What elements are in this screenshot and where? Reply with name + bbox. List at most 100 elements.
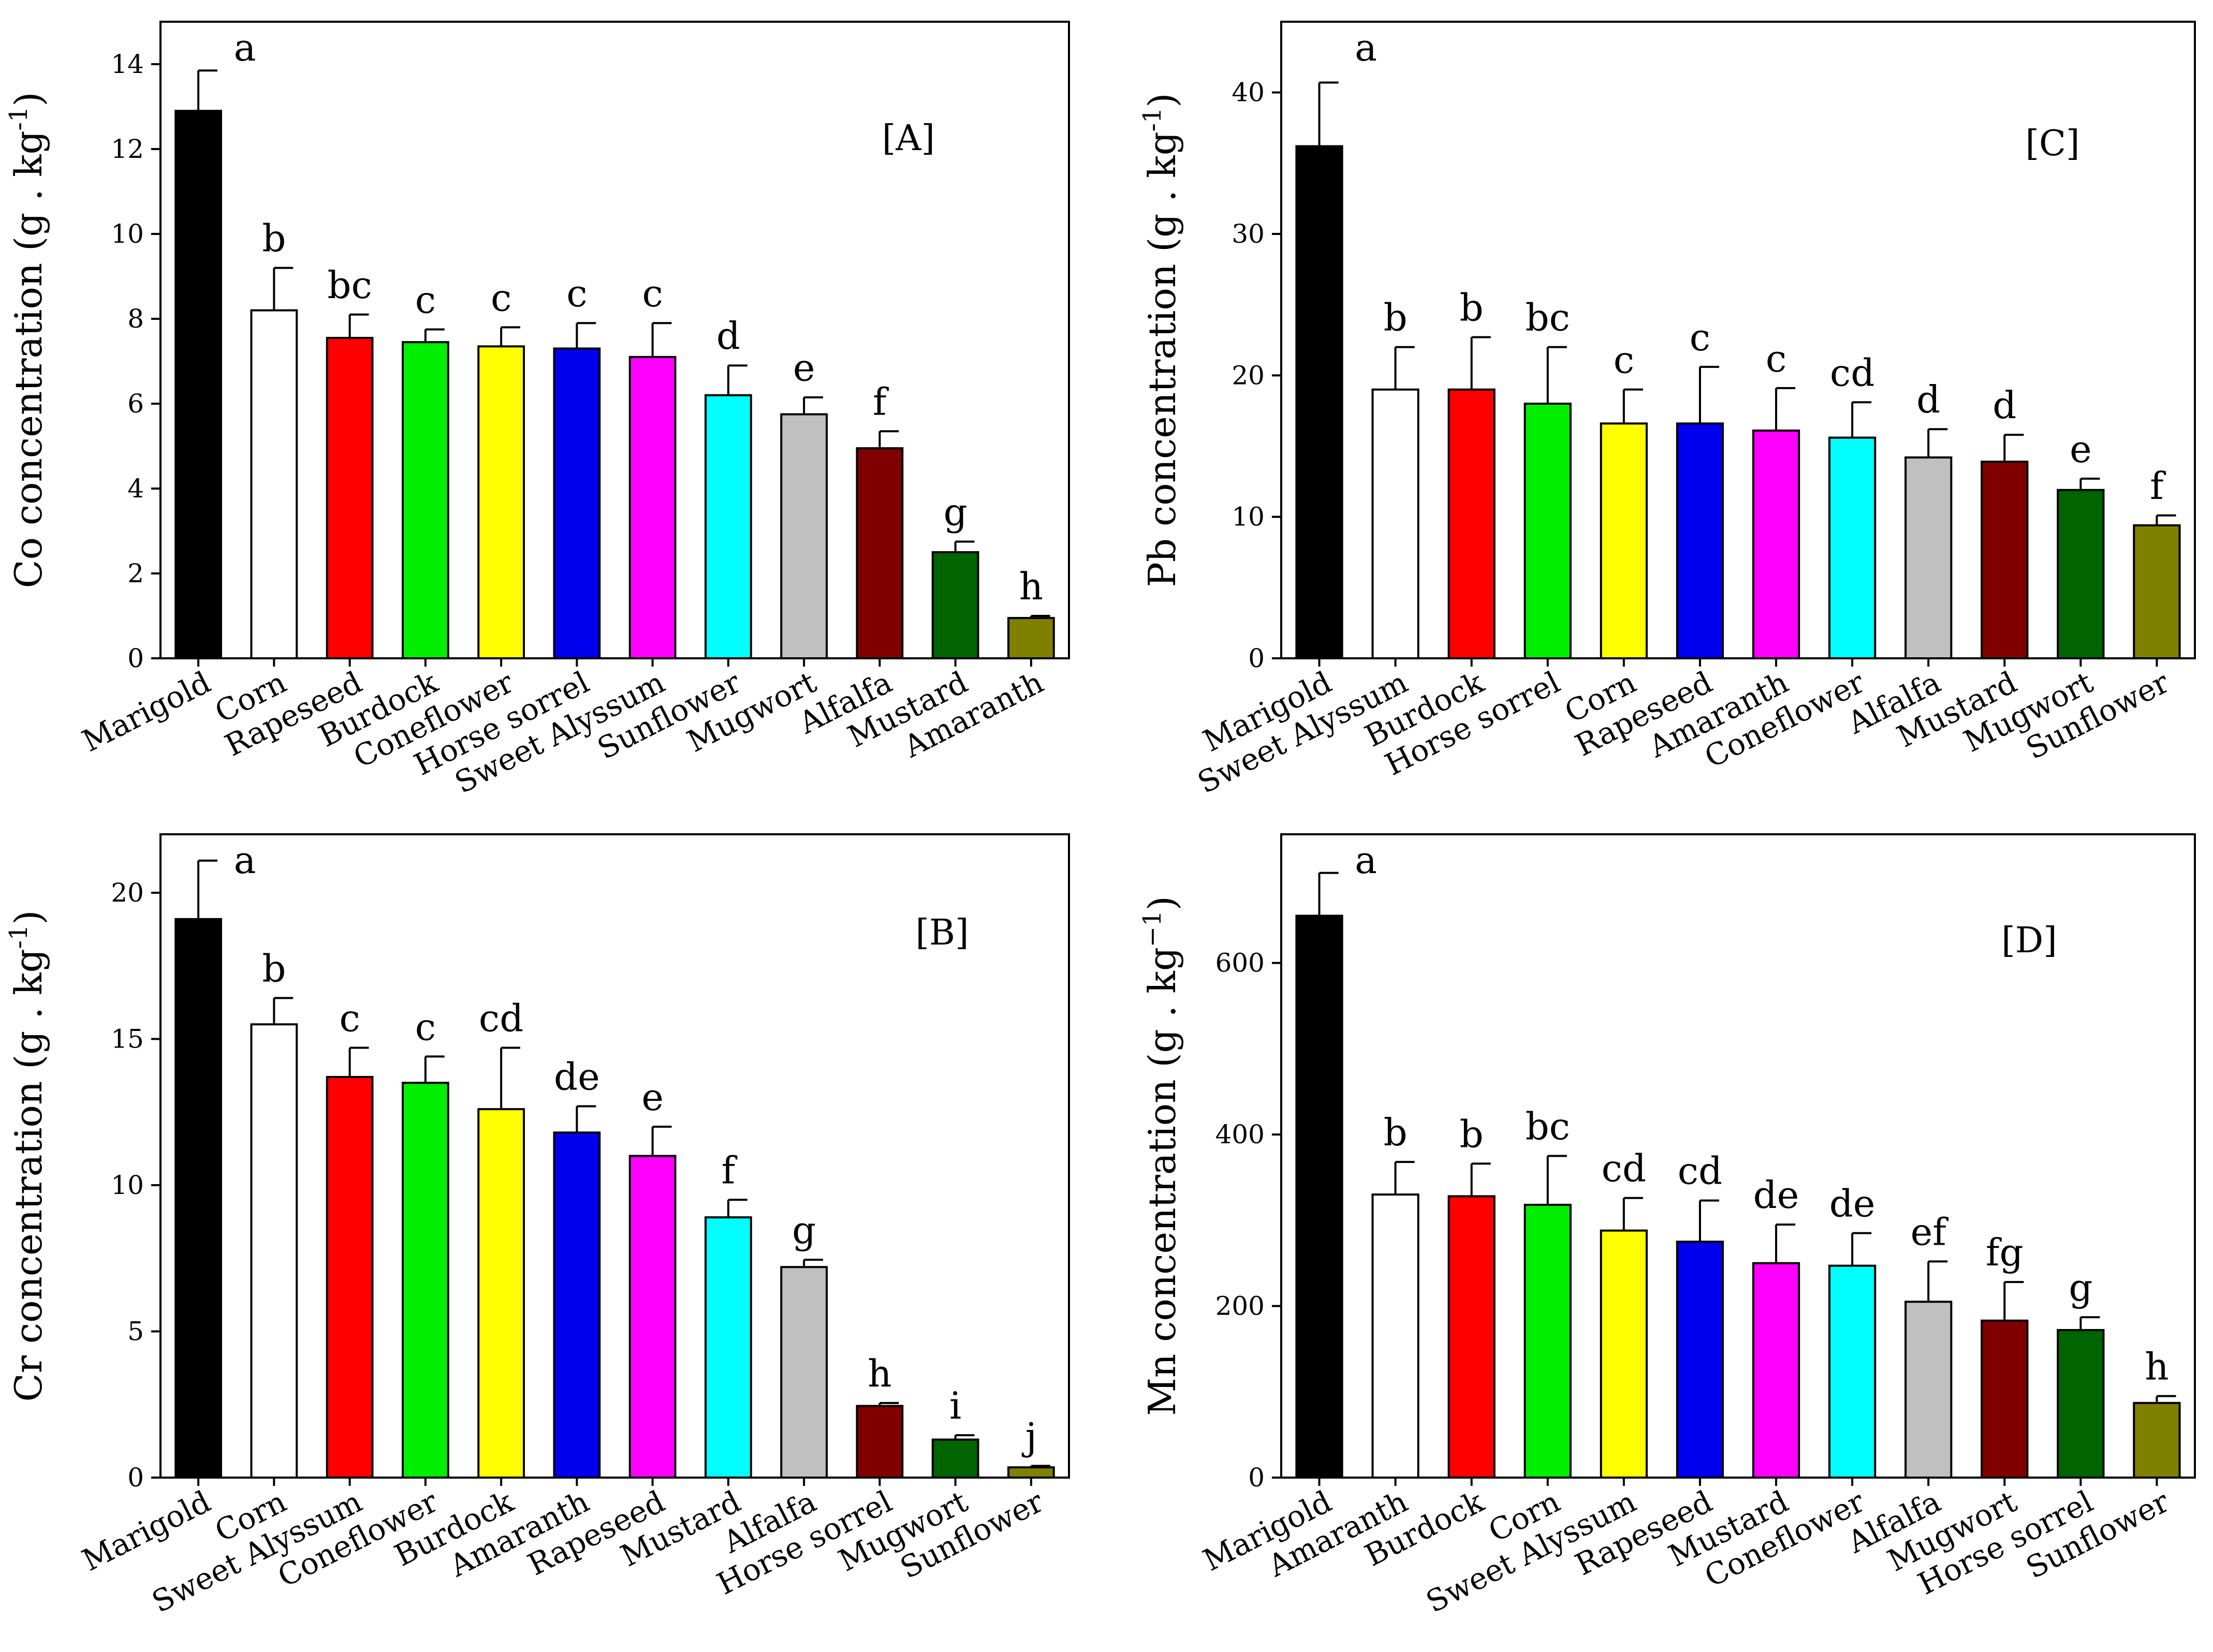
- significance-letter-B-11: i: [949, 1384, 961, 1427]
- significance-letter-B-2: b: [262, 947, 286, 990]
- bar-C-12: [2133, 524, 2181, 659]
- y-axis-label-B: Cr concentration (g . kg-1): [4, 910, 50, 1402]
- y-tick-label-D: 600: [1215, 948, 1265, 978]
- panel-label-B: [B]: [915, 912, 969, 953]
- y-tick-label-C: 0: [1248, 643, 1265, 673]
- y-axis-label-D: Mn concentration (g . kg−1): [1138, 896, 1184, 1416]
- significance-letter-D-8: de: [1829, 1182, 1875, 1226]
- significance-letter-B-9: g: [792, 1208, 816, 1252]
- plot-frame-D: [1280, 833, 2196, 1479]
- bar-D-9: [1904, 1301, 1953, 1479]
- bar-C-2: [1371, 388, 1419, 659]
- bar-A-6: [553, 347, 601, 659]
- significance-letter-B-8: f: [722, 1148, 738, 1192]
- bar-D-2: [1371, 1193, 1419, 1479]
- significance-letter-C-5: c: [1614, 338, 1634, 382]
- significance-letter-D-12: h: [2145, 1345, 2168, 1389]
- bar-B-6: [553, 1131, 601, 1479]
- chart-panel-C: 0 10 20 30 40 Pb concentration (g . kg-1) [C] a…: [1138, 21, 2196, 800]
- bar-B-12: [1007, 1466, 1055, 1479]
- bar-A-9: [780, 413, 828, 659]
- bar-B-11: [931, 1438, 979, 1479]
- significance-letter-D-7: de: [1753, 1173, 1799, 1217]
- bar-C-5: [1600, 422, 1648, 659]
- bar-D-6: [1676, 1241, 1724, 1479]
- bar-B-5: [477, 1108, 525, 1479]
- y-tick-label-B: 20: [111, 878, 144, 908]
- bar-A-4: [402, 341, 449, 659]
- significance-letter-D-4: bc: [1526, 1105, 1570, 1148]
- significance-letter-A-6: c: [566, 272, 587, 315]
- significance-letter-A-8: d: [716, 314, 740, 358]
- significance-letter-D-1: a: [1355, 838, 1377, 882]
- bar-C-4: [1523, 403, 1572, 659]
- y-axis-label-C: Pb concentration (g . kg-1): [1138, 93, 1184, 587]
- y-tick-label-C: 30: [1232, 219, 1265, 249]
- significance-letter-D-3: b: [1460, 1112, 1484, 1156]
- bar-C-11: [2057, 489, 2105, 659]
- significance-letter-C-3: b: [1460, 286, 1484, 330]
- panel-label-C: [C]: [2025, 123, 2079, 164]
- y-tick-label-C: 40: [1232, 78, 1265, 108]
- bar-C-1: [1295, 145, 1343, 659]
- bar-C-7: [1752, 429, 1800, 660]
- bar-C-3: [1447, 388, 1496, 659]
- significance-letter-D-9: ef: [1911, 1210, 1949, 1253]
- significance-letter-B-7: e: [641, 1075, 664, 1119]
- significance-letter-A-3: bc: [327, 263, 372, 307]
- bar-D-1: [1295, 915, 1343, 1479]
- y-tick-label-B: 10: [111, 1170, 144, 1200]
- chart-panel-A: 0 2 4 6 8 10 12 14 Co concentration (g . kg-1) [A…: [4, 21, 1070, 800]
- significance-letter-C-9: d: [1916, 378, 1940, 421]
- bar-C-10: [1981, 461, 2029, 659]
- significance-letter-D-6: cd: [1678, 1149, 1722, 1193]
- significance-letter-B-6: de: [554, 1055, 600, 1098]
- y-tick-label-D: 200: [1215, 1291, 1265, 1321]
- significance-letter-B-4: c: [415, 1005, 436, 1049]
- bar-A-1: [174, 110, 222, 660]
- significance-letter-C-7: c: [1766, 337, 1786, 380]
- significance-letter-C-6: c: [1690, 316, 1710, 359]
- significance-letter-B-12: j: [1022, 1414, 1037, 1458]
- y-tick-label-A: 8: [127, 304, 144, 334]
- y-tick-label-C: 20: [1232, 360, 1265, 390]
- significance-letter-C-2: b: [1384, 296, 1408, 340]
- significance-letter-A-5: c: [491, 276, 511, 319]
- bar-A-8: [705, 394, 752, 659]
- y-axis-label-A: Co concentration (g . kg-1): [4, 92, 50, 588]
- significance-letter-C-12: f: [2150, 464, 2166, 508]
- significance-letter-A-11: g: [944, 491, 968, 534]
- significance-letter-D-11: g: [2069, 1266, 2092, 1309]
- y-tick-label-B: 15: [111, 1024, 144, 1054]
- bar-A-10: [856, 447, 904, 659]
- significance-letter-D-5: cd: [1602, 1147, 1646, 1190]
- y-tick-label-A: 6: [127, 389, 144, 419]
- y-tick-label-B: 5: [127, 1317, 144, 1347]
- y-tick-label-B: 0: [127, 1463, 144, 1493]
- bar-B-10: [856, 1405, 904, 1479]
- bar-C-8: [1828, 436, 1877, 659]
- bar-B-4: [402, 1082, 449, 1479]
- bar-D-3: [1447, 1195, 1496, 1479]
- bar-B-1: [174, 918, 222, 1479]
- bar-D-5: [1600, 1229, 1648, 1479]
- bar-C-9: [1904, 456, 1953, 659]
- panel-label-D: [D]: [2001, 920, 2057, 961]
- plot-frame-C: [1280, 21, 2196, 659]
- bar-B-9: [780, 1266, 828, 1479]
- significance-letter-B-1: a: [234, 838, 256, 882]
- y-tick-label-A: 0: [127, 643, 144, 673]
- bar-A-12: [1007, 617, 1055, 659]
- y-tick-label-A: 10: [111, 219, 144, 249]
- significance-letter-C-11: e: [2070, 427, 2092, 471]
- y-tick-label-A: 14: [111, 49, 144, 79]
- bar-C-6: [1676, 422, 1724, 659]
- significance-letter-A-10: f: [873, 380, 889, 423]
- bar-D-11: [2057, 1329, 2105, 1479]
- y-tick-label-C: 10: [1232, 502, 1265, 532]
- bar-B-7: [628, 1155, 677, 1479]
- significance-letter-D-2: b: [1384, 1111, 1408, 1154]
- panel-label-A: [A]: [882, 118, 935, 159]
- y-tick-label-A: 2: [127, 558, 144, 588]
